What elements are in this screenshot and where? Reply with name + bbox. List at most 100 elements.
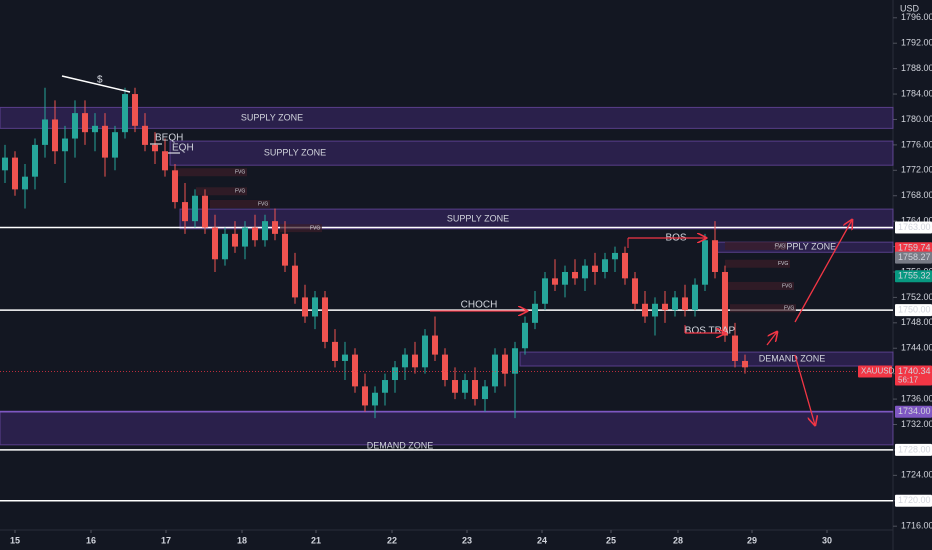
candle-body xyxy=(682,297,688,311)
fvg-box xyxy=(730,304,796,313)
arrow xyxy=(794,220,852,323)
candle-body xyxy=(12,157,18,190)
candle-body xyxy=(412,354,418,368)
y-tick-label: 1752.00 xyxy=(901,292,932,302)
zone-label: SUPPLY ZONE xyxy=(447,213,509,223)
candle-body xyxy=(522,322,528,349)
candle-body xyxy=(142,125,148,145)
price-tag-label: 1759.74 xyxy=(898,243,931,253)
candle-body xyxy=(432,335,438,355)
annotation: $ xyxy=(97,75,103,86)
y-tick-label: 1784.00 xyxy=(901,88,932,98)
candle-body xyxy=(52,119,58,152)
candle-body xyxy=(602,259,608,272)
level-tag xyxy=(895,443,932,456)
price-tag xyxy=(895,270,932,283)
y-tick-label: 1796.00 xyxy=(901,12,932,22)
x-tick-label: 24 xyxy=(537,535,547,545)
y-tick-label: 1764.00 xyxy=(901,216,932,226)
candle-body xyxy=(272,221,278,234)
y-tick-label: 1736.00 xyxy=(901,393,932,403)
fvg-label: FVG xyxy=(258,201,268,207)
level-tag xyxy=(895,494,932,507)
eqh-mark xyxy=(150,143,180,154)
annotation: BEQH xyxy=(155,133,183,144)
candle-body xyxy=(42,119,48,145)
candle-body xyxy=(552,278,558,285)
candle-body xyxy=(482,386,488,400)
fvg-box xyxy=(725,241,787,250)
y-tick-label: 1748.00 xyxy=(901,317,932,327)
x-tick-label: 16 xyxy=(86,535,96,545)
annotation: BOS TRAP xyxy=(685,326,736,337)
candle-body xyxy=(102,125,108,158)
candle-body xyxy=(132,94,138,126)
candle-body xyxy=(532,303,538,323)
candle-body xyxy=(162,151,168,171)
price-tag-label: 1740.34 xyxy=(898,366,931,376)
fvg-box xyxy=(196,187,247,196)
candle-body xyxy=(242,227,248,247)
countdown: 56:17 xyxy=(898,376,919,385)
candle-body xyxy=(632,278,638,304)
candle-body xyxy=(702,240,708,285)
level-tag xyxy=(895,304,932,317)
candle-body xyxy=(232,233,238,247)
candle-body xyxy=(222,233,228,260)
fvg-label: FVG xyxy=(235,170,245,176)
candle-body xyxy=(582,265,588,279)
candle-body xyxy=(452,380,458,393)
candle-body xyxy=(402,354,408,368)
annotation: CHOCH xyxy=(461,300,498,311)
y-tick-label: 1788.00 xyxy=(901,63,932,73)
fvg-box xyxy=(280,224,322,233)
candle-body xyxy=(362,386,368,406)
candle-body xyxy=(562,271,568,285)
zone-label: DEMAND ZONE xyxy=(367,440,434,450)
zone xyxy=(0,106,894,129)
y-tick-label: 1724.00 xyxy=(901,470,932,480)
x-tick-label: 17 xyxy=(161,535,171,545)
candle-body xyxy=(572,271,578,279)
fvg-label: FVG xyxy=(310,225,320,231)
candle-body xyxy=(192,195,198,222)
candle-body xyxy=(342,354,348,361)
x-tick-label: 21 xyxy=(311,535,321,545)
candle-body xyxy=(302,297,308,317)
zone-label: DEMAND ZONE xyxy=(759,353,826,363)
candle-body xyxy=(172,170,178,203)
y-tick-label: 1768.00 xyxy=(901,190,932,200)
level-tag-label: 1720.00 xyxy=(898,495,931,505)
x-tick-label: 15 xyxy=(10,535,20,545)
candle-body xyxy=(422,335,428,368)
candle-body xyxy=(22,176,28,190)
candle-body xyxy=(542,278,548,304)
fvg-label: FVG xyxy=(775,243,785,249)
x-tick-label: 29 xyxy=(747,535,757,545)
arrow xyxy=(794,354,815,425)
price-tag-label: 1758.27 xyxy=(898,252,931,262)
symbol-tag xyxy=(858,365,892,378)
candle-body xyxy=(732,335,738,361)
candle-body xyxy=(332,341,338,361)
fvg-box xyxy=(176,168,247,177)
candle-body xyxy=(642,303,648,317)
y-tick-label: 1772.00 xyxy=(901,165,932,175)
candle-body xyxy=(652,303,658,317)
zone xyxy=(0,410,894,446)
candle-body xyxy=(282,233,288,266)
zone xyxy=(519,351,894,367)
candle-body xyxy=(512,348,518,374)
candle-body xyxy=(292,265,298,298)
x-tick-label: 28 xyxy=(673,535,683,545)
fvg-label: FVG xyxy=(235,189,245,195)
candle-body xyxy=(312,297,318,317)
candle-body xyxy=(742,360,748,368)
symbol-label: XAUUSD xyxy=(861,367,895,376)
trend-line xyxy=(61,75,131,93)
annotation: EQH xyxy=(172,143,194,154)
fvg-box xyxy=(728,281,794,290)
candle-body xyxy=(122,94,128,133)
candle-body xyxy=(462,380,468,393)
